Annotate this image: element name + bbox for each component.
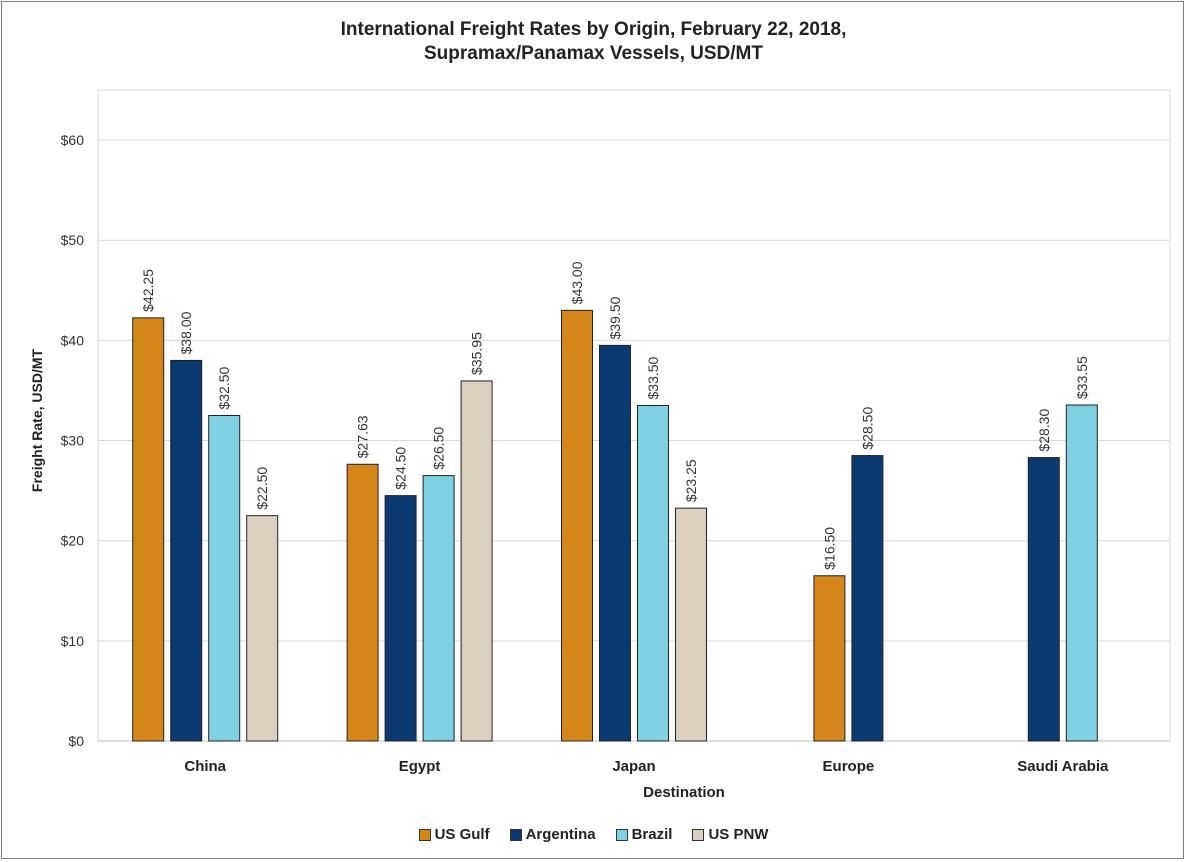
data-label: $16.50: [821, 527, 837, 570]
data-label: $39.50: [607, 296, 623, 339]
legend-label-argentina: Argentina: [525, 826, 596, 843]
y-tick-label: $50: [61, 232, 85, 248]
chart-title-line-2: Supramax/Panamax Vessels, USD/MT: [424, 43, 763, 64]
legend-swatch-us-gulf: [418, 828, 431, 841]
bar: [208, 415, 241, 742]
data-label: $28.50: [859, 407, 875, 450]
legend-item-us-gulf: US Gulf: [418, 826, 490, 843]
y-tick-label: $0: [68, 733, 84, 749]
data-label: $33.50: [645, 356, 661, 399]
legend-swatch-us-pnw: [692, 828, 705, 841]
bar: [851, 455, 884, 742]
bar: [1065, 404, 1098, 742]
data-label: $43.00: [569, 261, 585, 304]
data-label: $42.25: [140, 269, 156, 312]
data-label: $28.30: [1036, 409, 1052, 452]
chart-title: International Freight Rates by Origin, F…: [0, 18, 1187, 66]
y-tick-label: $60: [61, 132, 85, 148]
data-label: $32.50: [216, 366, 232, 409]
bar: [460, 380, 493, 742]
y-tick-label: $40: [61, 332, 85, 348]
data-label: $22.50: [254, 467, 270, 510]
data-label: $38.00: [178, 311, 194, 354]
x-tick-label: Europe: [823, 758, 875, 775]
chart-title-line-1: International Freight Rates by Origin, F…: [340, 19, 847, 40]
data-label: $23.25: [683, 459, 699, 502]
legend-swatch-argentina: [509, 828, 522, 841]
y-tick-label: $30: [61, 433, 85, 449]
bar: [170, 359, 203, 742]
x-axis-title: Destination: [643, 784, 725, 801]
legend-item-argentina: Argentina: [509, 826, 596, 843]
x-tick-label: China: [184, 758, 226, 775]
legend: US Gulf Argentina Brazil US PNW: [0, 826, 1187, 843]
bar: [813, 575, 846, 742]
bar: [637, 404, 669, 742]
x-tick-label: Egypt: [399, 758, 441, 775]
legend-label-brazil: Brazil: [631, 826, 673, 843]
y-tick-label: $10: [61, 633, 85, 649]
data-label: $26.50: [431, 427, 447, 470]
bar: [1027, 457, 1060, 742]
data-label: $27.63: [355, 415, 371, 458]
bar: [422, 475, 455, 742]
bar: [561, 309, 593, 742]
bar: [132, 317, 165, 742]
data-label: $33.55: [1074, 356, 1090, 399]
bar: [599, 344, 631, 742]
bar: [675, 507, 707, 742]
legend-swatch-brazil: [615, 828, 628, 841]
bar: [384, 495, 417, 742]
y-axis-title: Freight Rate, USD/MT: [29, 348, 45, 492]
legend-item-brazil: Brazil: [615, 826, 673, 843]
x-tick-label: Japan: [612, 758, 655, 775]
legend-label-us-pnw: US PNW: [708, 826, 769, 843]
y-tick-label: $20: [61, 533, 85, 549]
x-tick-label: Saudi Arabia: [1017, 758, 1109, 775]
data-label: $24.50: [393, 447, 409, 490]
bar: [246, 515, 279, 742]
bar: [346, 463, 379, 742]
data-label: $35.95: [469, 332, 485, 375]
legend-item-us-pnw: US PNW: [692, 826, 768, 843]
legend-label-us-gulf: US Gulf: [434, 826, 490, 843]
